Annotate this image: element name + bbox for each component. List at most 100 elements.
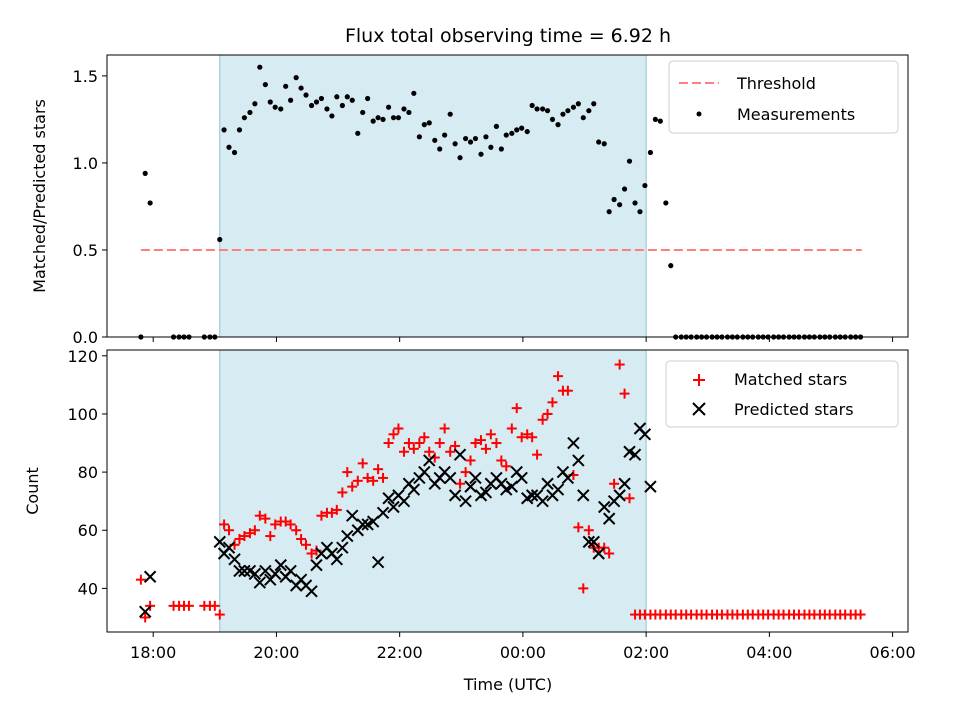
measurement-point (395, 115, 402, 121)
measurement-point (380, 116, 386, 123)
predicted-star-point (371, 556, 385, 569)
matched-star-point (537, 414, 548, 425)
matched-star-point (542, 408, 553, 419)
predicted-star-point (284, 564, 297, 578)
measurement-point (437, 146, 443, 152)
measurement-point (236, 127, 243, 133)
ratio-x-ticks (152, 337, 894, 342)
matched-star-point (573, 522, 584, 533)
predicted-star-point (341, 529, 354, 543)
predicted-star-point (418, 465, 431, 479)
measurement-point (544, 108, 551, 114)
matched-star-point (140, 612, 151, 623)
counts-x-tick-label: 22:00 (377, 643, 423, 662)
legend-measurements-label: Measurements (737, 105, 855, 124)
counts-legend-box (665, 360, 899, 428)
measurement-point (406, 109, 412, 116)
matched-star-point (239, 531, 250, 542)
predicted-star-point (259, 564, 272, 578)
legend-threshold-label: Threshold (736, 74, 816, 93)
predicted-star-point (459, 494, 472, 508)
matched-star-point (209, 600, 220, 611)
predicted-star-point (598, 500, 611, 514)
ratio-y-tick-label: 0.5 (73, 241, 98, 260)
predicted-star-point (222, 541, 236, 554)
matched-star-point (527, 432, 538, 443)
counts-y-tick-label: 120 (67, 347, 98, 366)
matched-star-point (511, 403, 522, 414)
matched-star-point (578, 583, 589, 594)
measurement-point (226, 144, 232, 150)
predicted-star-point (274, 558, 287, 572)
measurement-point (432, 137, 438, 143)
counts-y-axis: 40 60 80 100 120 (67, 347, 107, 598)
measurement-point (334, 94, 340, 100)
predicted-star-point (382, 492, 395, 505)
matched-star-point (532, 449, 543, 460)
measurement-point (591, 101, 597, 107)
counts-x-tick-label: 00:00 (500, 643, 546, 662)
predicted-star-point (453, 448, 467, 461)
measurement-point (262, 81, 268, 88)
measurement-point (308, 102, 315, 109)
predicted-star-point (387, 500, 400, 514)
predicted-star-point (238, 564, 251, 578)
counts-y-axis-title: Count (23, 467, 42, 515)
matched-star-point (439, 423, 450, 434)
measurement-point (601, 141, 607, 147)
matched-star-point (547, 397, 558, 408)
predicted-star-point (628, 448, 642, 461)
measurement-point (293, 75, 299, 81)
predicted-star-point (310, 558, 323, 572)
measurement-point (221, 127, 227, 133)
measurement-point (519, 125, 525, 131)
matched-star-point (352, 475, 363, 486)
predicted-star-point (356, 518, 369, 531)
measurement-point (560, 111, 566, 117)
predicted-star-point (638, 428, 652, 441)
predicted-star-point (572, 454, 585, 467)
predicted-star-point (233, 564, 246, 578)
predicted-star-point (346, 509, 359, 522)
predicted-star-point (541, 477, 554, 490)
predicted-star-point (582, 535, 596, 549)
predicted-star-point (479, 486, 493, 499)
measurement-point (385, 104, 392, 110)
measurement-point (575, 101, 581, 107)
matched-star-point (316, 510, 327, 521)
matched-star-point (301, 539, 312, 550)
matched-star-point (378, 472, 389, 483)
ratio-legend: Threshold Measurements (668, 60, 899, 134)
legend-predicted-label: Predicted stars (734, 400, 854, 419)
predicted-star-point (143, 570, 157, 583)
measurement-point (652, 116, 658, 123)
predicted-star-point (253, 576, 267, 589)
matched-star-point (368, 475, 379, 486)
measurement-point (509, 130, 515, 136)
legend-predicted-swatch (692, 402, 706, 416)
matched-star-point (465, 455, 476, 466)
measurement-point (611, 196, 617, 203)
measurement-point (642, 182, 648, 189)
matched-star-point (408, 443, 419, 454)
matched-star-point (424, 446, 435, 457)
measurement-point (267, 99, 273, 105)
matched-star-point (604, 548, 615, 559)
predicted-star-point (213, 535, 226, 549)
measurement-point (467, 139, 474, 145)
ratio-y-tick-label: 1.5 (73, 67, 98, 86)
measurement-point (324, 106, 330, 112)
measurement-point (621, 186, 628, 192)
matched-star-point (553, 371, 564, 382)
measurement-point (478, 151, 484, 157)
matched-star-point (501, 461, 512, 472)
matched-star-point (619, 388, 630, 399)
measurement-point (217, 236, 223, 243)
matched-star-point (342, 467, 353, 478)
matched-star-point (337, 487, 348, 498)
predicted-star-point (587, 535, 600, 549)
predicted-star-point (515, 471, 528, 485)
counts-legend: Matched stars Predicted stars (665, 360, 899, 428)
measurement-point (365, 95, 371, 102)
measurement-point (483, 134, 489, 140)
